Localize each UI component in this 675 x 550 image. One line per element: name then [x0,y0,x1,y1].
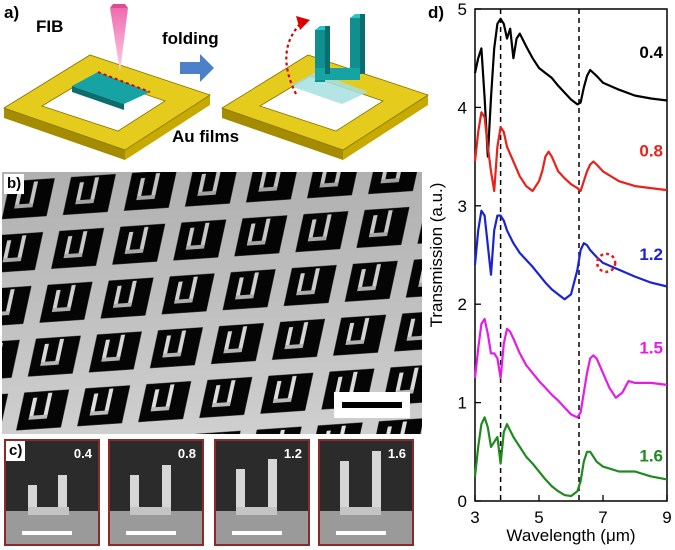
panel-b-label: b) [4,174,25,194]
inset-value-label: 1.2 [283,446,302,461]
series-line-1.2 [473,209,668,301]
highlight-circle [595,252,617,274]
series-label: 1.5 [639,338,663,357]
plot-frame [474,8,668,502]
panel-d-label: d) [428,3,445,22]
x-tick-label: 5 [534,508,543,527]
sem-array-image: b) [2,172,422,434]
inset-value-label: 1.6 [387,446,406,461]
flat-u-structure [72,72,150,110]
x-tick-label: 7 [598,508,607,527]
fib-label: FIB [36,17,63,36]
inset-value-label: 0.4 [73,446,92,461]
inset-value-label: 0.8 [177,446,196,461]
x-tick-label: 3 [470,508,479,527]
panel-c-label: c) [6,441,26,461]
folding-label: folding [162,29,219,48]
y-tick-label: 2 [458,295,467,314]
sem-inset-2: 0.8 [108,439,204,546]
sem-inset-4: 1.6 [318,439,414,546]
folded-u-structure [315,14,365,82]
series-label: 1.6 [639,447,663,466]
y-tick-label: 5 [458,0,467,19]
series-line-0.8 [473,111,668,193]
y-axis-label: Transmission (a.u.) [427,183,446,328]
folding-arrow-icon [180,54,214,82]
series-label: 0.4 [639,43,663,62]
series-label: 0.8 [639,142,663,161]
y-tick-label: 0 [458,492,467,511]
folding-schematic: FIB folding Au films [3,4,429,160]
au-films-label: Au films [172,127,239,146]
panel-a-label: a) [4,3,20,22]
y-tick-label: 3 [458,197,467,216]
sem-inset-3: 1.2 [214,439,310,546]
transmission-chart: 3 5 7 9 0 1 2 3 4 5 0.4 0.8 1.2 1.5 1.6 Transmission (… [427,0,672,545]
series-label: 1.2 [639,245,663,264]
series-line-0.4 [473,17,668,158]
series-line-1.5 [473,317,668,419]
scale-bar [342,402,402,408]
series-line-1.6 [473,416,668,498]
fib-beam-icon [110,8,128,72]
y-tick-label: 1 [458,394,467,413]
au-frame-left [3,54,211,160]
x-axis-label: Wavelength (μm) [506,526,635,545]
x-tick-label: 9 [662,508,671,527]
y-tick-label: 4 [458,98,467,117]
